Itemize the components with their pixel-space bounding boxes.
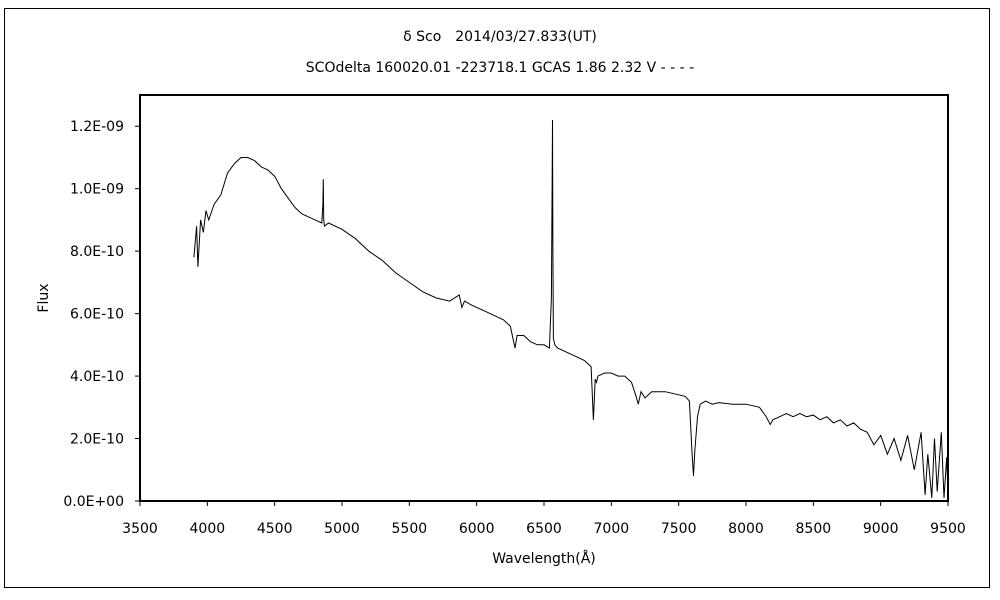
y-tick-label: 2.0E-10 — [70, 432, 124, 448]
chart-title: δ Sco 2014/03/27.833(UT) — [403, 29, 597, 45]
x-tick-label: 8500 — [796, 521, 832, 537]
x-axis-label: Wavelength(Å) — [492, 550, 596, 567]
y-axis: 0.0E+00 2.0E-10 4.0E-10 6.0E-10 8.0E-10 1.0E-… — [63, 119, 140, 510]
x-tick-label: 7000 — [594, 521, 630, 537]
x-tick-label: 5500 — [392, 521, 428, 537]
x-tick-label: 9000 — [863, 521, 899, 537]
y-tick-label: 6.0E-10 — [70, 307, 124, 323]
y-tick-label: 0.0E+00 — [63, 494, 124, 510]
chart-subtitle: SCOdelta 160020.01 -223718.1 GCAS 1.86 2… — [305, 60, 695, 76]
plot-area — [139, 94, 949, 502]
x-tick-label: 4000 — [190, 521, 226, 537]
x-axis: 3500 4000 4500 5000 5500 6000 6500 7000 7500 8000… — [122, 501, 966, 537]
x-tick-label: 4500 — [257, 521, 293, 537]
y-tick-label: 1.2E-09 — [70, 119, 124, 135]
y-axis-label: Flux — [36, 283, 52, 312]
y-tick-label: 8.0E-10 — [70, 244, 124, 260]
x-tick-label: 7500 — [661, 521, 697, 537]
x-tick-label: 5000 — [324, 521, 360, 537]
x-tick-label: 3500 — [122, 521, 158, 537]
x-tick-label: 6000 — [459, 521, 495, 537]
x-tick-label: 6500 — [526, 521, 562, 537]
y-tick-label: 4.0E-10 — [70, 369, 124, 385]
x-tick-label: 9500 — [930, 521, 966, 537]
y-tick-label: 1.0E-09 — [70, 182, 124, 198]
x-tick-label: 8000 — [728, 521, 764, 537]
chart-frame — [4, 8, 990, 588]
spectrum-line — [193, 119, 949, 498]
